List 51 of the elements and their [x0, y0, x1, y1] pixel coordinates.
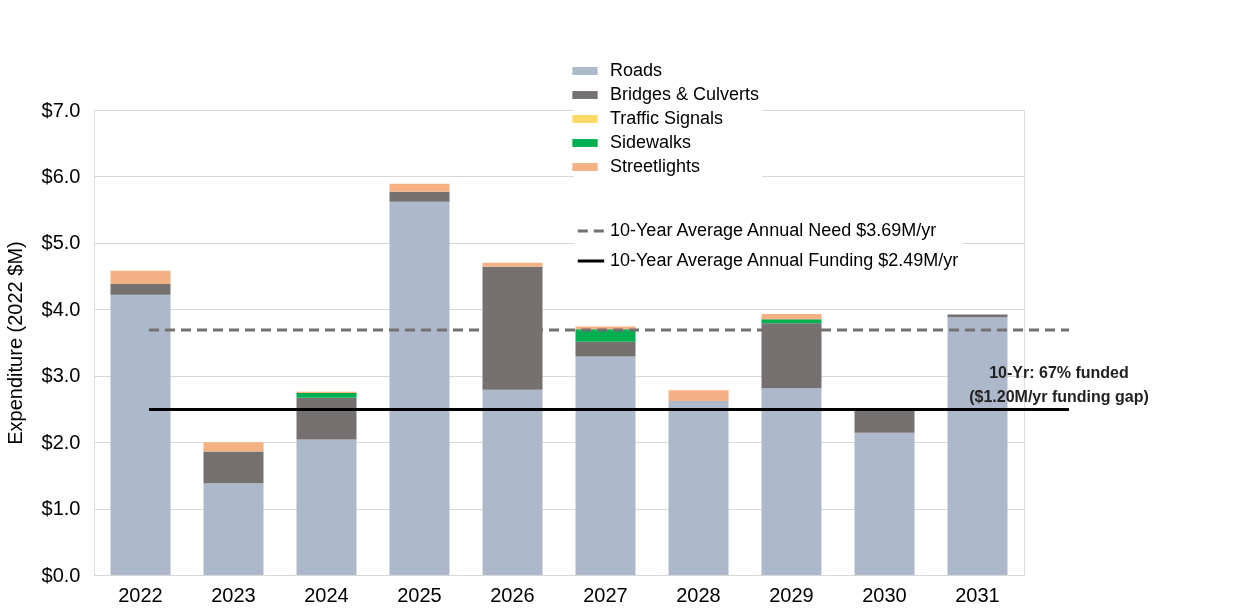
- bar: [761, 388, 822, 575]
- x-tick-label: 2031: [955, 583, 1000, 606]
- legend-label: Bridges & Culverts: [610, 84, 760, 104]
- bar: [110, 284, 171, 295]
- y-axis-title: Expenditure (2022 $M): [3, 241, 26, 445]
- bar: [854, 432, 915, 575]
- bar: [296, 392, 357, 398]
- x-tick-label: 2022: [118, 583, 163, 606]
- bar: [761, 319, 822, 324]
- bar: [203, 483, 264, 575]
- bar: [296, 397, 357, 440]
- bar: [482, 389, 543, 575]
- y-tick-label: $5.0: [41, 231, 81, 254]
- x-tick-label: 2027: [583, 583, 628, 606]
- legend-label: 10-Year Average Annual Funding $2.49M/yr: [610, 250, 959, 270]
- bar: [203, 442, 264, 452]
- y-tick-label: $7.0: [41, 98, 81, 121]
- bar: [854, 410, 915, 433]
- bar: [389, 201, 450, 575]
- bar: [575, 356, 636, 575]
- bar: [110, 294, 171, 575]
- bar: [575, 329, 636, 342]
- bar: [389, 191, 450, 202]
- bar: [389, 183, 450, 192]
- y-tick-label: $3.0: [41, 364, 81, 387]
- bar: [110, 270, 171, 285]
- bar: [668, 390, 729, 401]
- legend-label: Roads: [610, 60, 663, 80]
- y-tick-label: $6.0: [41, 164, 81, 187]
- x-tick-label: 2026: [490, 583, 535, 606]
- x-tick-label: 2024: [304, 583, 349, 606]
- bar: [575, 341, 636, 357]
- x-tick-label: 2029: [769, 583, 814, 606]
- x-tick-label: 2023: [211, 583, 256, 606]
- legend-label: Traffic Signals: [610, 108, 724, 128]
- y-tick-label: $1.0: [41, 497, 81, 520]
- y-tick-label: $2.0: [41, 430, 81, 453]
- bar: [296, 439, 357, 575]
- bar: [761, 313, 822, 320]
- y-tick-label: $0.0: [41, 563, 81, 586]
- y-tick-label: $4.0: [41, 297, 81, 320]
- legend-label: 10-Year Average Annual Need $3.69M/yr: [610, 220, 937, 240]
- x-tick-label: 2025: [397, 583, 442, 606]
- x-tick-label: 2028: [676, 583, 721, 606]
- legend-label: Streetlights: [610, 156, 701, 176]
- bar: [482, 262, 543, 267]
- annotation: 10-Yr: 67% funded ($1.20M/yr funding gap): [969, 363, 1149, 405]
- bar: [668, 400, 729, 575]
- bar: [203, 451, 264, 484]
- x-tick-label: 2030: [862, 583, 907, 606]
- legend-label: Sidewalks: [610, 132, 692, 152]
